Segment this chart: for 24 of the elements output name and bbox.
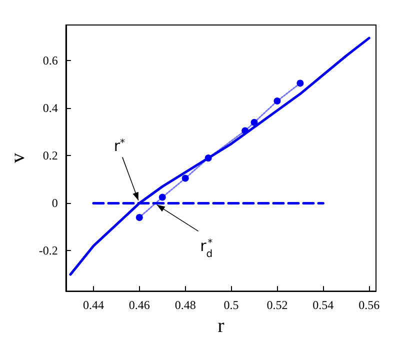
y-tick-label: -0.2 (38, 244, 58, 258)
x-axis-title: r (218, 315, 225, 337)
point (274, 98, 281, 105)
y-tick-label: 0.6 (42, 54, 58, 68)
annotation: r$^{*}$ (114, 137, 125, 156)
y-tick-label: 0.2 (42, 148, 58, 163)
line-series (69, 36, 370, 276)
point (296, 80, 304, 87)
x-tick-label: 0.52 (266, 298, 288, 312)
point (182, 174, 189, 182)
x-tick-label: 0.5 (224, 298, 239, 312)
x-tick-label: 0.56 (358, 298, 380, 312)
x-tick-label: 0.46 (128, 298, 150, 312)
y-axis-title: v (7, 153, 29, 164)
x-tick-label: 0.44 (82, 298, 104, 312)
point (250, 118, 258, 126)
x-tick-label: 0.48 (174, 298, 196, 312)
point (204, 154, 212, 162)
point (136, 214, 143, 221)
x-tick-label: 0.54 (312, 298, 334, 312)
y-tick-label: 0.4 (42, 101, 58, 116)
point (158, 194, 166, 201)
point (242, 127, 249, 134)
y-tick-label: 0 (52, 196, 58, 210)
